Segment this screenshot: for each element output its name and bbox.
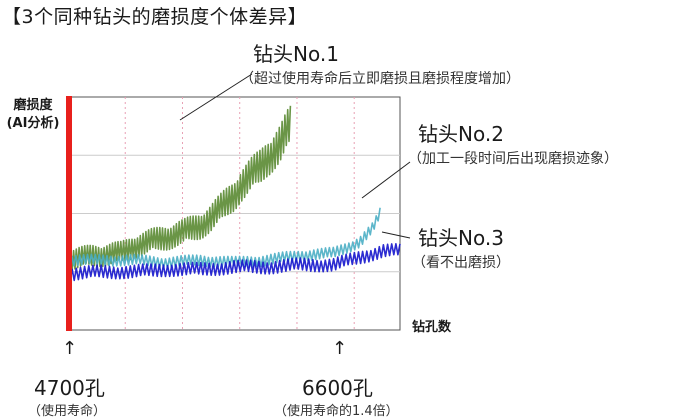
y-axis-label-line1: 磨损度 bbox=[13, 98, 53, 113]
series-note-drill-3: （看不出磨损） bbox=[412, 255, 510, 271]
chart-heading: 【3个同种钻头的磨损度个体差异】 bbox=[2, 6, 308, 28]
marker-note-6600: （使用寿命的1.4倍） bbox=[274, 404, 399, 419]
leader-line-drill-2 bbox=[361, 161, 411, 199]
series-line-drill-3 bbox=[67, 243, 401, 282]
leader-line-drill-3 bbox=[381, 231, 411, 239]
series-note-drill-2: （加工一段时间后出现磨损迹象） bbox=[408, 151, 618, 167]
marker-label-6600: 6600孔 bbox=[302, 376, 373, 400]
series-label-drill-3: 钻头No.3 bbox=[418, 226, 504, 250]
series-line-drill-2 bbox=[67, 207, 381, 269]
series-line-drill-1 bbox=[67, 105, 292, 272]
series-label-drill-1: 钻头No.1 bbox=[253, 42, 339, 66]
marker-arrow-4700: ↑ bbox=[62, 338, 78, 359]
marker-arrow-6600: ↑ bbox=[332, 338, 348, 359]
x-axis-label: 钻孔数 bbox=[412, 320, 452, 335]
marker-note-4700: （使用寿命） bbox=[28, 404, 107, 419]
series-note-drill-1: （超过使用寿命后立即磨损且磨损程度增加） bbox=[240, 71, 520, 87]
series-label-drill-2: 钻头No.2 bbox=[418, 122, 504, 146]
y-axis-label-line2: (AI分析) bbox=[6, 116, 60, 131]
leader-line-drill-1 bbox=[179, 73, 253, 121]
marker-label-4700: 4700孔 bbox=[34, 376, 105, 400]
service-life-bar bbox=[66, 96, 72, 331]
